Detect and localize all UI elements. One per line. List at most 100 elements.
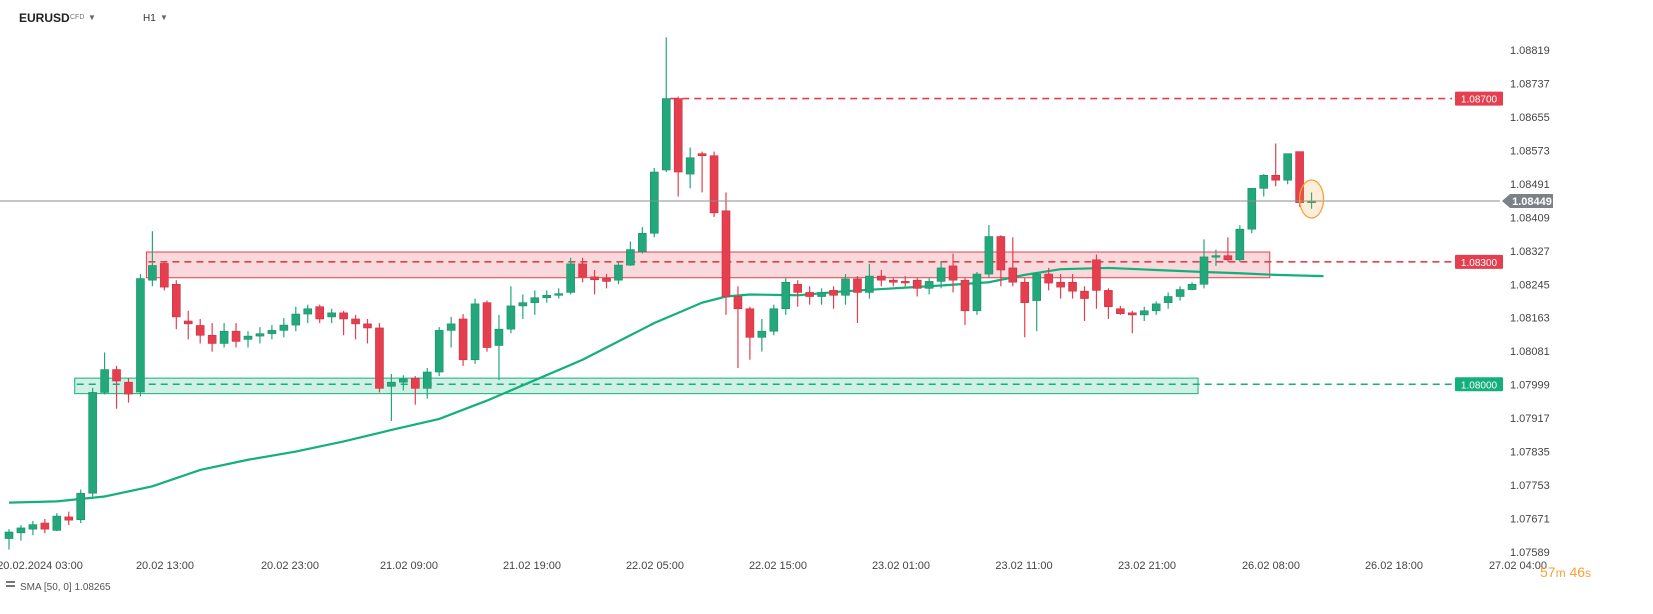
x-tick-label-10: 26.02 08:00	[1242, 560, 1300, 572]
candle-body-86	[1032, 273, 1041, 301]
candle-body-51	[614, 264, 623, 281]
candle-body-9	[112, 369, 121, 382]
candle-body-83	[996, 236, 1006, 271]
candle-body-19	[231, 330, 241, 342]
candle-body-47	[566, 263, 575, 293]
candle-body-62	[745, 308, 755, 338]
x-tick-label-6: 22.02 15:00	[749, 560, 807, 572]
candle-body-29	[351, 318, 360, 325]
x-tick-label-0: 20.02.2024 03:00	[0, 560, 83, 572]
x-tick-label-11: 26.02 18:00	[1365, 560, 1423, 572]
candle-body-98	[1175, 289, 1185, 297]
candle-body-60	[721, 210, 731, 297]
candle-body-36	[434, 330, 444, 373]
candle-body-44	[530, 297, 540, 303]
candle-body-33	[399, 378, 408, 383]
countdown-minutes: 57	[1540, 564, 1556, 580]
candle-body-48	[578, 263, 587, 278]
x-tick-label-9: 23.02 21:00	[1118, 560, 1176, 572]
levels-layer: 1.08700 1.08300 1.08000	[76, 91, 1503, 392]
candles-layer	[4, 37, 1316, 550]
candle-body-57	[685, 157, 695, 175]
y-tick-label-1: 1.08737	[1510, 78, 1550, 90]
candle-body-8	[100, 369, 109, 393]
candle-body-45	[542, 294, 552, 299]
candle-body-2	[28, 524, 38, 530]
candle-body-55	[661, 98, 671, 171]
candle-body-67	[805, 292, 814, 297]
candle-body-37	[446, 323, 456, 331]
y-tick-label-13: 1.07753	[1510, 480, 1550, 492]
candle-body-63	[757, 330, 767, 338]
candle-body-61	[733, 296, 743, 310]
y-tick-label-3: 1.08573	[1510, 145, 1550, 157]
time-axis: 20.02.2024 03:00 20.02 13:00 20.02 23:00 21…	[0, 560, 1547, 572]
countdown-seconds: 46	[1569, 564, 1586, 580]
x-tick-label-8: 23.02 11:00	[995, 560, 1052, 572]
candle-body-53	[638, 232, 647, 252]
candle-body-96	[1151, 303, 1161, 312]
candle-body-4	[52, 515, 62, 531]
candle-body-22	[267, 330, 277, 334]
timeframe-dropdown-chevron-icon[interactable]: ▼	[160, 13, 168, 22]
candle-body-12	[148, 265, 157, 281]
timeframe-label[interactable]: H1	[143, 13, 156, 24]
instrument-type-label: CFD	[70, 14, 85, 21]
candle-body-80	[960, 279, 970, 312]
candle-body-40	[482, 302, 492, 348]
candle-body-7	[88, 392, 97, 494]
zones-layer	[74, 251, 1271, 395]
candle-body-17	[207, 334, 217, 344]
countdown-seconds-unit: s	[1585, 566, 1592, 580]
chart-toolbar: EURUSD CFD ▼ H1 ▼	[0, 0, 600, 34]
candle-body-32	[387, 381, 396, 387]
candle-body-66	[793, 283, 803, 293]
candle-body-85	[1020, 281, 1030, 303]
level-price-label-0: 1.08700	[1461, 95, 1498, 106]
y-tick-label-12: 1.07835	[1510, 447, 1550, 459]
candle-body-35	[422, 371, 432, 389]
y-tick-label-9: 1.08081	[1510, 346, 1550, 358]
symbol-dropdown-chevron-icon[interactable]: ▼	[88, 13, 96, 22]
price-axis: 1.08819 1.08737 1.08655 1.08573 1.08491 1.084…	[1510, 45, 1550, 559]
candle-body-99	[1187, 283, 1197, 290]
x-tick-label-2: 20.02 23:00	[261, 560, 319, 572]
candle-body-34	[410, 377, 420, 389]
candle-body-71	[853, 278, 862, 293]
candle-body-93	[1116, 308, 1125, 314]
x-tick-label-7: 23.02 01:00	[872, 560, 930, 572]
candle-body-28	[339, 312, 348, 320]
candle-body-79	[948, 265, 958, 281]
candle-body-77	[924, 281, 934, 289]
candle-body-31	[375, 327, 384, 389]
y-tick-label-15: 1.07589	[1510, 547, 1550, 559]
candle-body-69	[829, 290, 838, 296]
candle-body-5	[64, 516, 74, 521]
candle-body-39	[470, 303, 480, 361]
symbol-label[interactable]: EURUSD	[19, 11, 70, 25]
candle-body-26	[315, 306, 325, 320]
candle-body-18	[219, 330, 229, 344]
candle-body-46	[554, 293, 564, 296]
x-tick-label-12: 27.02 04:00	[1489, 560, 1547, 572]
current-price-layer: 1.08449	[0, 194, 1553, 209]
candle-body-16	[195, 325, 205, 336]
candle-body-65	[781, 281, 791, 310]
candle-body-78	[936, 267, 946, 282]
candle-body-103	[1235, 228, 1245, 261]
indicator-settings-icon[interactable]	[5, 579, 16, 590]
candle-body-87	[1044, 273, 1053, 284]
candle-body-50	[602, 277, 611, 282]
support-zone-1	[74, 377, 1199, 395]
candle-body-107	[1283, 153, 1292, 181]
resistance-zone-0	[145, 251, 1271, 279]
candle-body-75	[900, 281, 910, 284]
candle-body-92	[1104, 290, 1113, 308]
candle-body-15	[183, 320, 193, 325]
candle-body-90	[1080, 290, 1089, 299]
candle-body-64	[769, 308, 779, 332]
candle-body-74	[888, 279, 898, 283]
candle-body-95	[1139, 310, 1149, 316]
level-price-label-2: 1.08000	[1461, 380, 1498, 391]
